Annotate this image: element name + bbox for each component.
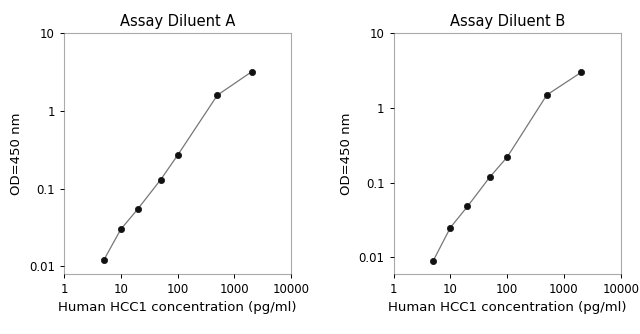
Y-axis label: OD=450 nm: OD=450 nm (10, 112, 24, 195)
X-axis label: Human HCC1 concentration (pg/ml): Human HCC1 concentration (pg/ml) (58, 302, 297, 315)
Title: Assay Diluent A: Assay Diluent A (120, 14, 236, 29)
Title: Assay Diluent B: Assay Diluent B (449, 14, 564, 29)
X-axis label: Human HCC1 concentration (pg/ml): Human HCC1 concentration (pg/ml) (388, 302, 627, 315)
Y-axis label: OD=450 nm: OD=450 nm (340, 112, 353, 195)
